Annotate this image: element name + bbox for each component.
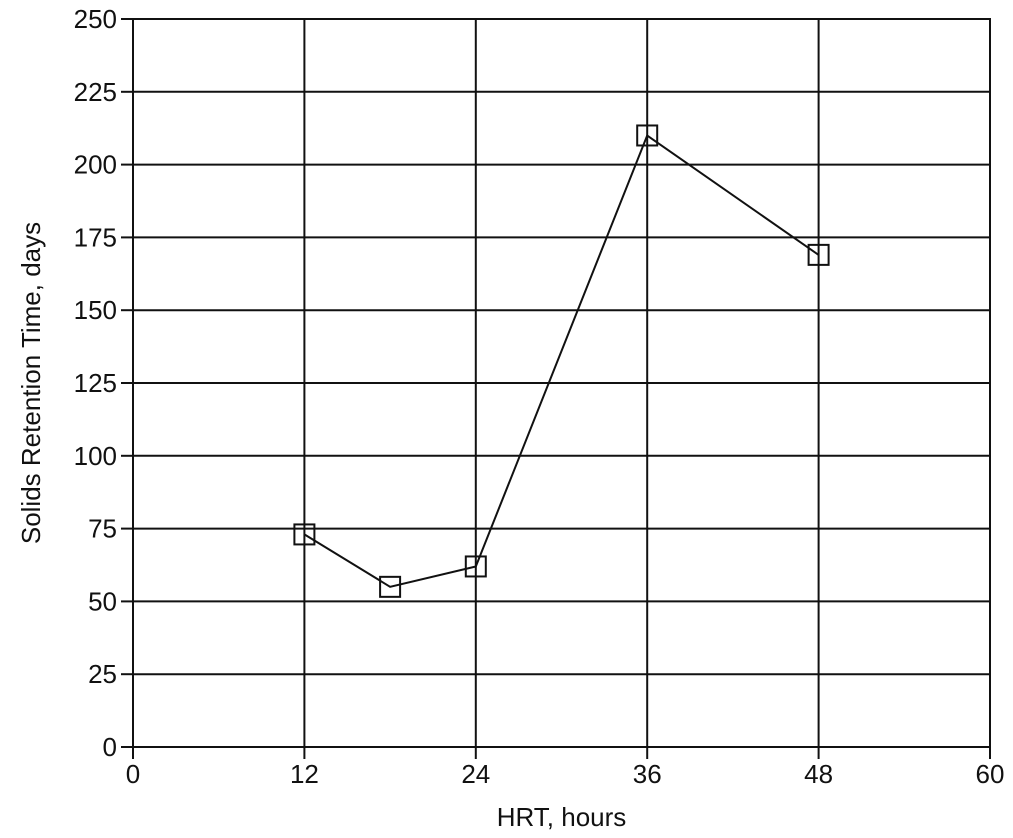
grid bbox=[133, 19, 990, 747]
y-axis-tick-labels: 0 25 50 75 100 125 150 175 200 225 250 bbox=[74, 4, 117, 762]
y-tick-label: 100 bbox=[74, 441, 117, 471]
axis-ticks bbox=[121, 18, 991, 759]
y-tick-label: 150 bbox=[74, 295, 117, 325]
y-tick-label: 75 bbox=[88, 514, 117, 544]
x-tick-label: 0 bbox=[126, 759, 140, 789]
y-tick-label: 225 bbox=[74, 77, 117, 107]
y-tick-label: 50 bbox=[88, 586, 117, 616]
x-tick-label: 48 bbox=[804, 759, 833, 789]
x-tick-label: 60 bbox=[976, 759, 1005, 789]
y-tick-label: 0 bbox=[103, 732, 117, 762]
series bbox=[293, 124, 830, 598]
series-line bbox=[303, 133, 820, 588]
data-point-marker bbox=[636, 124, 659, 147]
data-point-marker bbox=[293, 523, 316, 546]
data-point-marker bbox=[464, 555, 487, 578]
data-point-marker bbox=[807, 243, 830, 266]
y-tick-label: 25 bbox=[88, 659, 117, 689]
y-tick-label: 175 bbox=[74, 222, 117, 252]
y-tick-label: 200 bbox=[74, 150, 117, 180]
y-axis-title: Solids Retention Time, days bbox=[16, 222, 46, 544]
x-axis-tick-labels: 0 12 24 36 48 60 bbox=[126, 759, 1005, 789]
x-tick-label: 12 bbox=[290, 759, 319, 789]
x-tick-label: 24 bbox=[461, 759, 490, 789]
data-point-marker bbox=[379, 575, 402, 598]
y-tick-label: 250 bbox=[74, 4, 117, 34]
x-axis-title: HRT, hours bbox=[497, 802, 627, 832]
y-tick-label: 125 bbox=[74, 368, 117, 398]
x-tick-label: 36 bbox=[633, 759, 662, 789]
